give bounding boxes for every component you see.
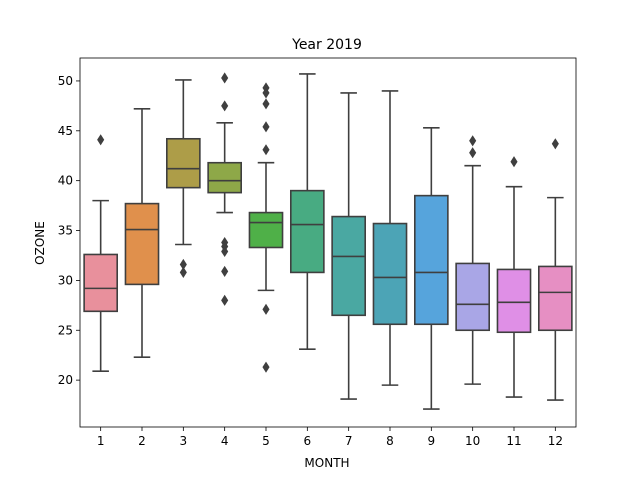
box-month-4: [207, 161, 242, 194]
x-tick-label: 12: [548, 434, 563, 448]
box-month-10: [455, 262, 490, 332]
x-tick-label: 1: [97, 434, 105, 448]
outlier-point: [262, 361, 270, 373]
outlier-point: [221, 245, 229, 258]
outlier-point: [262, 303, 270, 315]
box-month-5: [248, 211, 284, 249]
x-tick-label: 4: [221, 434, 229, 448]
plot-frame: [79, 57, 577, 428]
x-axis-label: MONTH: [304, 456, 349, 470]
outlier-point: [262, 98, 270, 110]
chart-title: Year 2019: [291, 37, 362, 53]
box-month-3: [166, 137, 201, 189]
x-tick-label: 2: [138, 434, 146, 448]
y-tick-label: 50: [58, 74, 73, 88]
outlier-point: [262, 144, 270, 156]
x-tick-label: 3: [180, 434, 188, 448]
y-tick-label: 45: [58, 124, 73, 138]
y-tick-label: 30: [58, 273, 73, 287]
outlier-point: [510, 156, 518, 168]
outlier-point: [469, 147, 477, 159]
outlier-point: [262, 87, 270, 99]
x-tick-label: 9: [428, 434, 436, 448]
y-tick-label: 25: [58, 323, 73, 337]
outlier-point: [221, 72, 229, 84]
x-tick-label: 10: [465, 434, 480, 448]
x-tick-label: 5: [262, 434, 270, 448]
y-tick-label: 35: [58, 224, 73, 238]
box-month-1: [83, 253, 118, 313]
outlier-point: [221, 265, 229, 277]
outlier-point: [221, 294, 229, 306]
outlier-point: [469, 135, 477, 147]
outlier-point: [262, 121, 270, 133]
x-tick-label: 6: [304, 434, 312, 448]
box-month-11: [496, 268, 532, 334]
x-tick-label: 8: [386, 434, 394, 448]
box-month-7: [331, 215, 366, 317]
box-month-12: [537, 265, 573, 332]
box-month-6: [289, 189, 325, 274]
box-month-8: [372, 222, 408, 326]
x-tick-label: 7: [345, 434, 353, 448]
y-tick-label: 20: [58, 373, 73, 387]
box-month-2: [124, 202, 160, 286]
y-tick-label: 40: [58, 174, 73, 188]
outlier-point: [221, 100, 229, 112]
box-month-9: [413, 194, 449, 326]
y-axis-label: OZONE: [33, 221, 47, 265]
outlier-point: [97, 134, 105, 146]
x-tick-label: 11: [506, 434, 521, 448]
outlier-point: [551, 138, 559, 150]
outlier-point: [179, 266, 187, 278]
